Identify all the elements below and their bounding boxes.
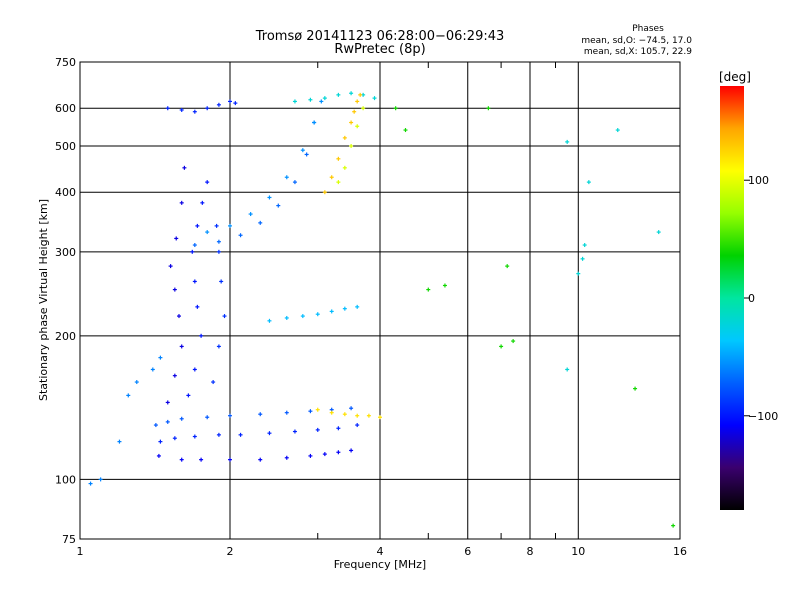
plot-points (88, 91, 676, 528)
y-tick-label: 500 (55, 140, 76, 153)
x-tick-label: 10 (571, 545, 585, 558)
info-title: Phases (632, 24, 664, 34)
x-tick-label: 16 (673, 545, 687, 558)
y-tick-label: 200 (55, 330, 76, 343)
y-tick-label: 300 (55, 246, 76, 259)
y-axis: 75 100 200 300 400 500 600 750 (55, 56, 76, 546)
y-axis-label: Stationary phase Virtual Height [km] (37, 199, 50, 401)
y-tick-label: 750 (55, 56, 76, 69)
plot-frame (79, 61, 681, 540)
x-axis: 1 2 4 6 8 10 16 (77, 62, 687, 558)
x-tick-label: 8 (527, 545, 534, 558)
x-tick-label: 1 (77, 545, 84, 558)
colorbar-tick-label: −100 (748, 410, 778, 423)
x-tick-label: 4 (377, 545, 384, 558)
colorbar-tick-label: 100 (748, 174, 769, 187)
x-tick-label: 2 (227, 545, 234, 558)
y-tick-label: 75 (62, 533, 76, 546)
colorbar-label: [deg] (719, 70, 751, 84)
info-line-x: mean, sd,X: 105.7, 22.9 (584, 47, 692, 57)
y-tick-label: 600 (55, 102, 76, 115)
chart-subtitle: RwPretec (8p) (334, 42, 425, 57)
x-tick-label: 6 (464, 545, 471, 558)
chart-title: Tromsø 20141123 06:28:00−06:29:43 (255, 29, 505, 44)
colorbar-tick-label: 0 (748, 292, 755, 305)
y-tick-label: 400 (55, 186, 76, 199)
colorbar (720, 86, 744, 510)
plot-grid (80, 62, 680, 539)
x-axis-label: Frequency [MHz] (334, 558, 426, 571)
y-tick-label: 100 (55, 473, 76, 486)
colorbar-ticks: 100 0 −100 (744, 174, 778, 423)
info-line-o: mean, sd,O: −74.5, 17.0 (581, 36, 692, 46)
